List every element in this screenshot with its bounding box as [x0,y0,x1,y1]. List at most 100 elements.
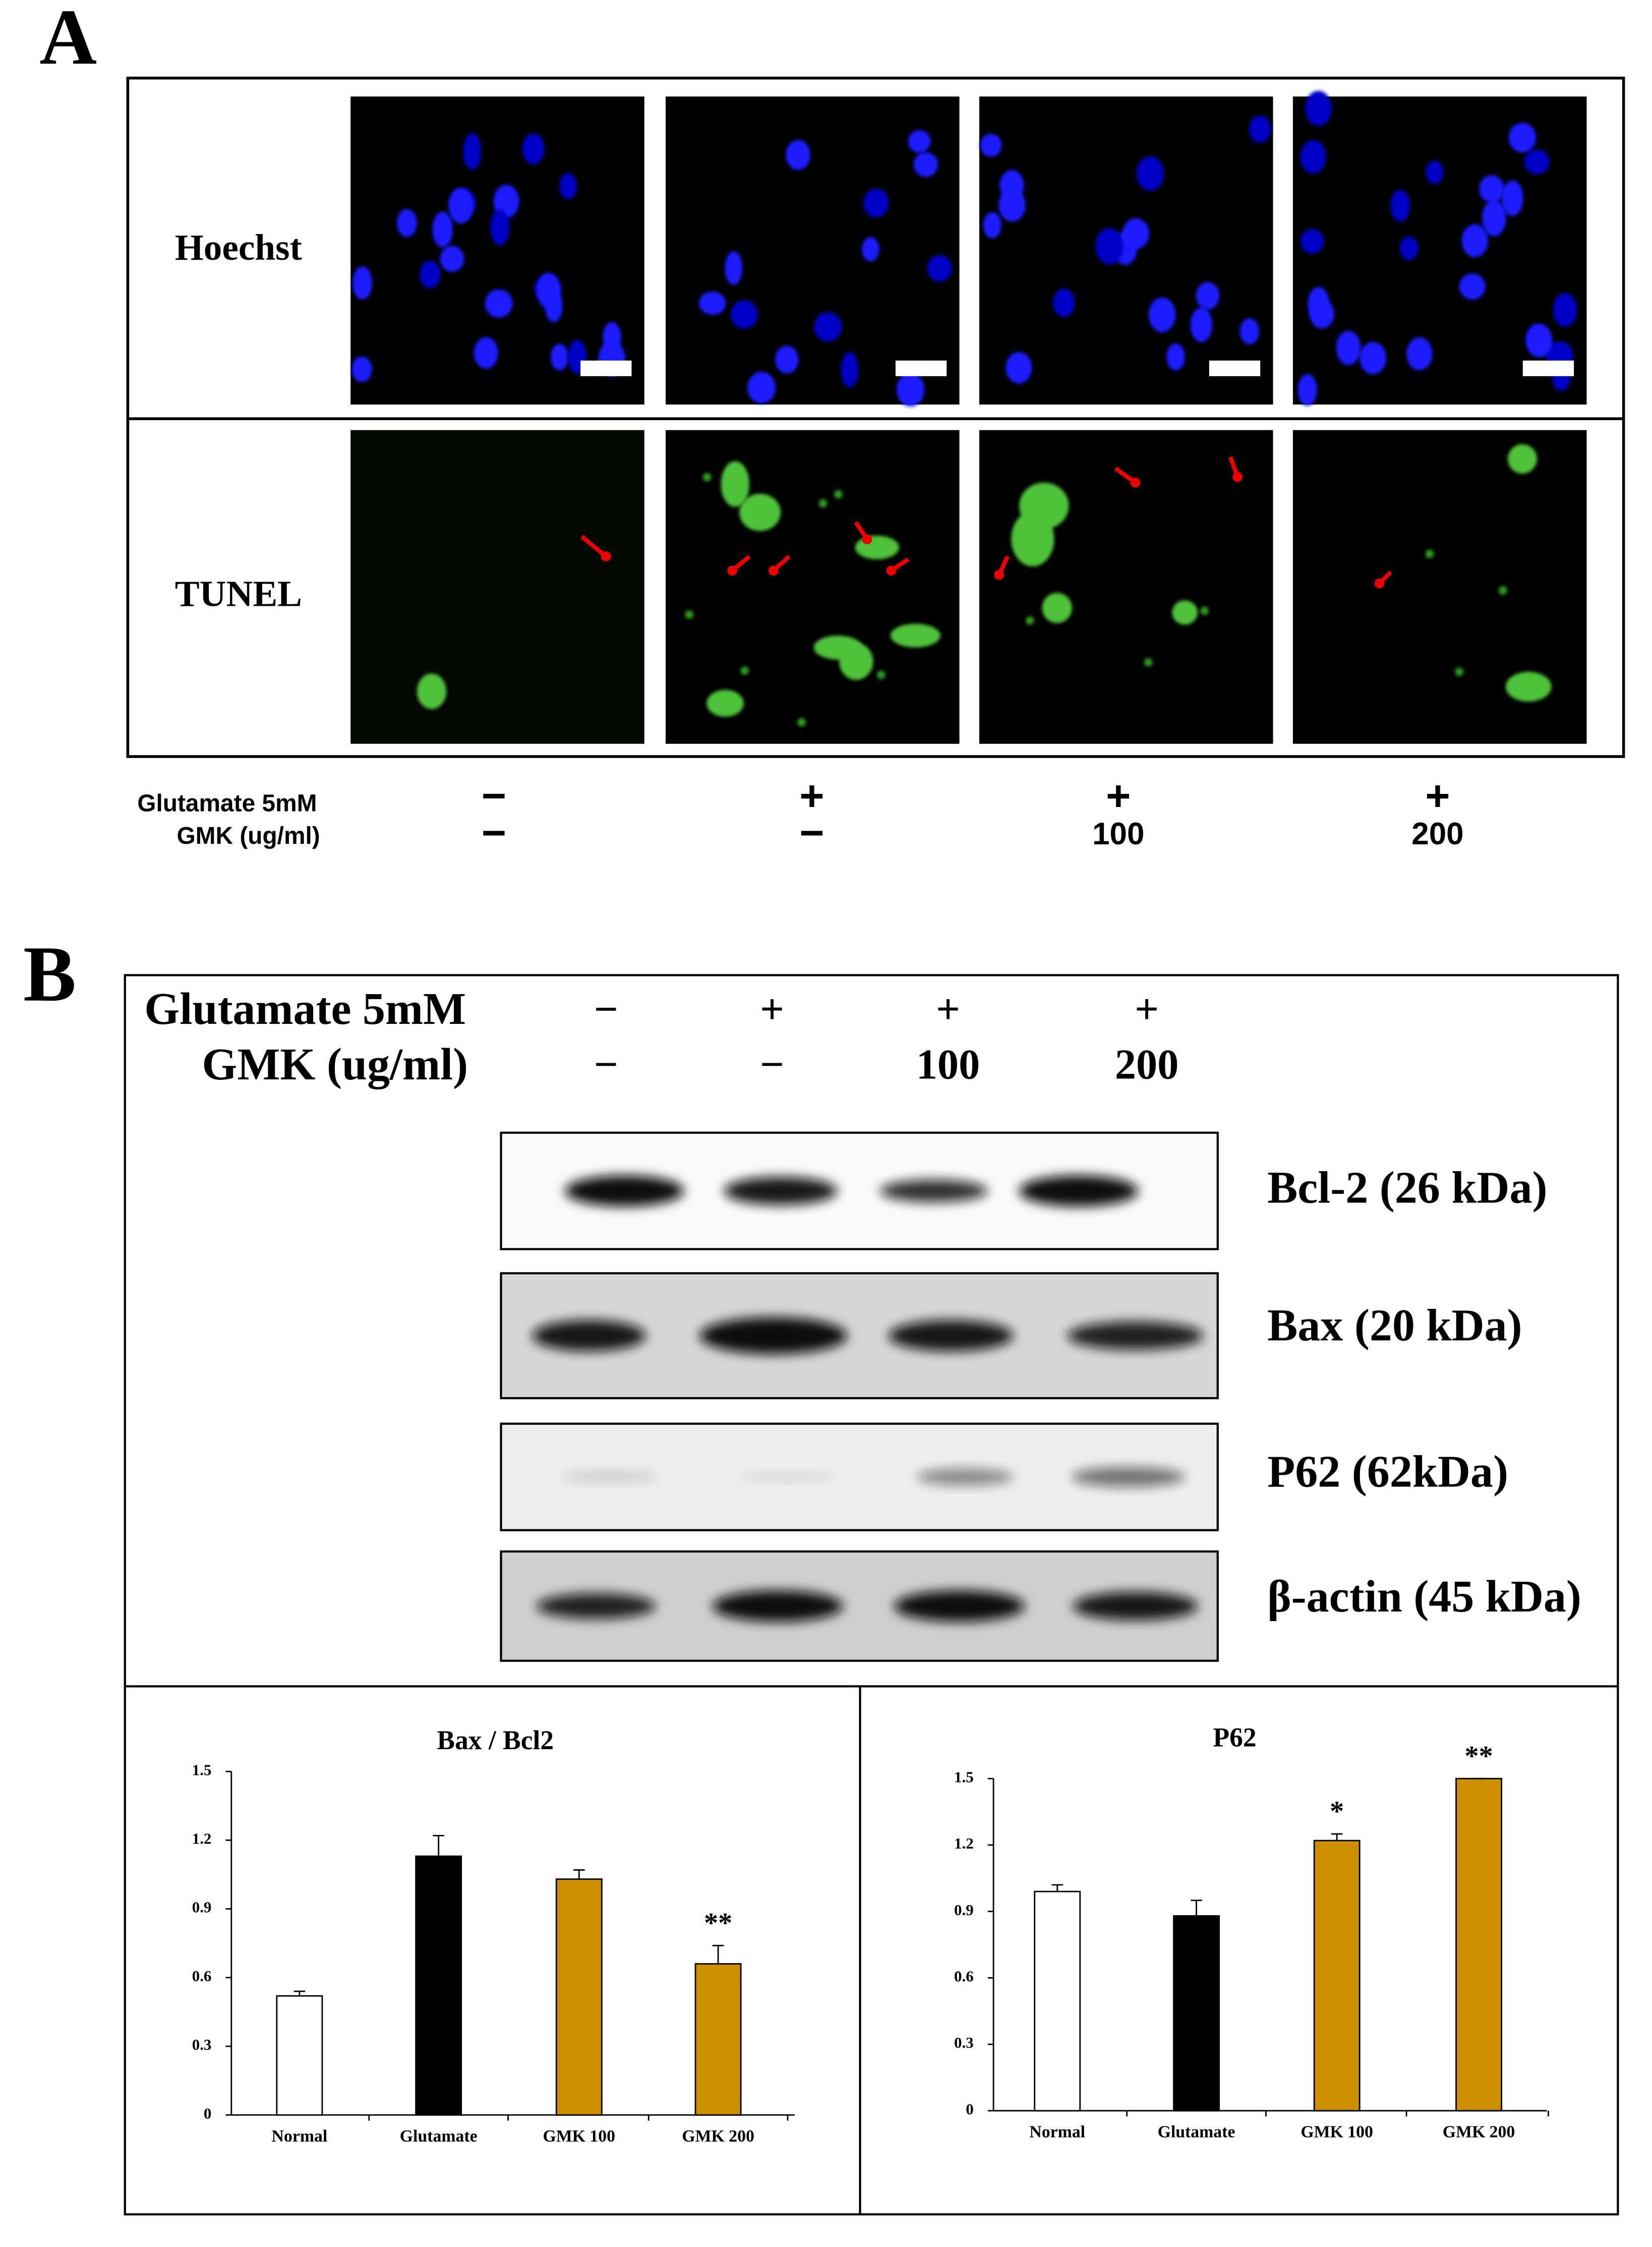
tunel-cell [1455,667,1464,676]
band [894,1590,1025,1622]
band [712,1590,843,1622]
tunel-image [1292,430,1587,744]
nucleus [1461,224,1488,258]
nucleus [1006,352,1032,384]
treatment-label: GMK (ug/ml) [176,823,320,849]
band [532,1320,646,1352]
y-tick-label: 0.6 [192,1967,212,1985]
tunel-cell [1498,586,1507,595]
y-tick-label: 1.2 [192,1830,212,1848]
significance: ** [704,1908,732,1939]
bar [694,1963,742,2116]
band [562,1471,659,1483]
bar [1455,1777,1503,2112]
x-tick-label: GMK 200 [1443,2123,1515,2142]
error-bar [433,1834,444,1857]
panel-label: B [23,931,76,1018]
nucleus [927,255,952,282]
nucleus [1166,343,1185,371]
hoechst-image [665,96,960,407]
nucleus [537,272,561,309]
nucleus [419,261,441,289]
nucleus [1301,228,1324,254]
arrow [580,535,608,558]
nucleus [485,289,513,318]
y-tick-label: 0.9 [954,1901,974,1919]
nucleus [908,130,931,153]
band [739,1472,836,1481]
nucleus [351,356,372,382]
panel-b-frame [124,974,1619,2216]
nucleus [1406,337,1433,371]
nucleus [1305,91,1332,126]
glutamate-sign: + [1106,772,1131,820]
nucleus [862,237,879,262]
nucleus [1508,123,1537,153]
band [917,1468,1014,1486]
chart-title: P62 [1213,1722,1256,1753]
nucleus [1501,180,1523,216]
scale-bar [1209,360,1261,376]
gmk-sign: − [594,1042,618,1088]
band [1067,1321,1204,1350]
row-label: Hoechst [175,227,303,268]
blot-label: Bcl-2 (26 kDa) [1267,1163,1547,1213]
nucleus [463,133,482,170]
nucleus [432,211,453,248]
arrow-head [862,534,872,545]
tunel-cell [1042,593,1072,623]
treatment-label: Glutamate 5mM [144,984,466,1034]
glutamate-sign: + [936,986,960,1033]
nucleus [1240,318,1260,344]
x-tick-label: Glutamate [400,2127,478,2146]
tunel-image [665,430,960,744]
error-bar [573,1869,585,1879]
arrow-head [886,565,897,576]
treatment-label: GMK (ug/ml) [202,1040,468,1089]
row-label: TUNEL [175,573,302,614]
arrow-head [769,565,779,576]
glutamate-sign: − [594,986,618,1033]
nucleus [1190,307,1213,342]
bar [555,1878,603,2116]
nucleus [1300,140,1326,174]
tunel-cell [702,473,712,482]
x-tick-label: GMK 100 [543,2127,616,2146]
band [1071,1467,1186,1487]
gmk-sign: − [799,809,824,856]
bar [276,1995,323,2116]
band [724,1177,838,1205]
tunel-cell [1011,511,1054,567]
nucleus [1553,293,1577,327]
error-bar [1191,1899,1202,1916]
y-tick-label: 0.3 [192,2036,212,2053]
blot [500,1550,1219,1662]
arrow-head [727,565,738,576]
tunel-cell [706,689,744,717]
nucleus [1359,342,1387,375]
y-tick-label: 0.6 [954,1968,974,1985]
band [1019,1175,1139,1207]
nucleus [1524,149,1550,175]
nucleus [983,212,1001,239]
treatment-label: Glutamate 5mM [137,790,317,817]
tunel-cell [855,536,900,559]
gmk-sign: 200 [1115,1042,1179,1088]
glutamate-sign: − [482,772,506,820]
arrow-head [1374,578,1385,589]
tunel-cell [839,643,873,680]
tunel-cell [818,499,828,508]
tunel-cell [1425,549,1434,558]
glutamate-sign: + [799,772,824,820]
tunel-cell [1144,658,1153,667]
error-bar [1331,1833,1343,1841]
band [879,1179,988,1202]
nucleus [474,337,498,369]
x-tick-label: GMK 200 [682,2127,754,2146]
nucleus [698,292,726,315]
glutamate-sign: + [1135,986,1159,1033]
error-bar [293,1990,306,1996]
nucleus [913,152,938,177]
band [565,1175,684,1207]
y-tick-label: 0 [204,2104,211,2122]
